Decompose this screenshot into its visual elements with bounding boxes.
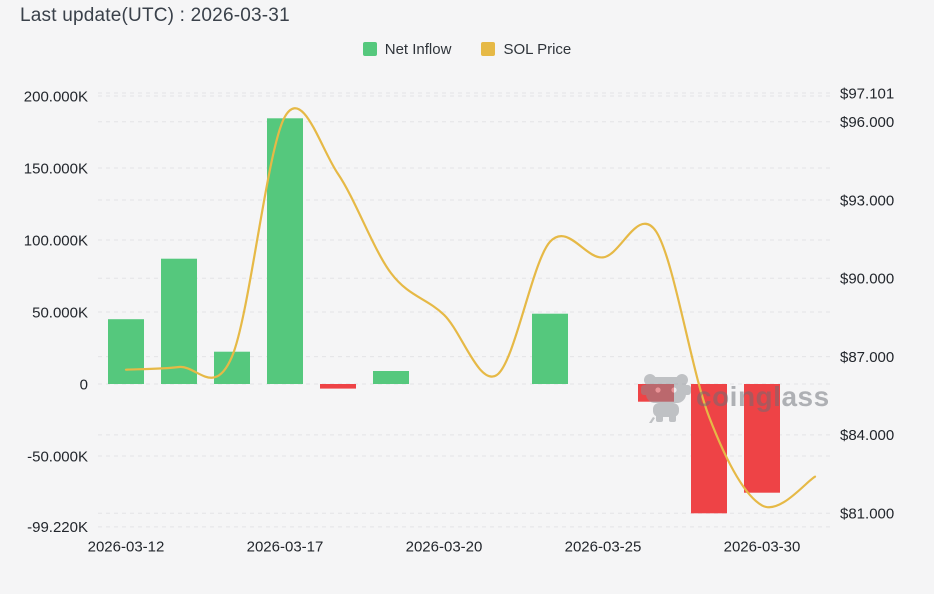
left-axis-tick-label: -99.220K — [27, 519, 88, 536]
legend-label-net-inflow: Net Inflow — [384, 40, 452, 58]
right-axis-tick-label: $84.000 — [840, 427, 894, 444]
right-axis-tick-label: $97.101 — [840, 85, 894, 102]
left-axis-tick-label: 100.000K — [24, 232, 88, 249]
x-axis-tick-label: 2026-03-17 — [247, 538, 324, 555]
last-update-title: Last update(UTC) : 2026-03-31 — [20, 5, 290, 26]
sol-price-swatch-icon — [481, 42, 496, 56]
x-axis-tick-label: 2026-03-25 — [565, 538, 642, 555]
net-inflow-bar[interactable] — [108, 319, 144, 384]
right-axis-tick-label: $90.000 — [840, 271, 894, 288]
net-inflow-bar[interactable] — [532, 313, 568, 384]
sol-price-line[interactable] — [124, 107, 817, 509]
legend-label-sol-price: SOL Price — [503, 40, 572, 58]
legend-item-sol-price[interactable]: SOL Price — [481, 41, 571, 58]
right-axis-tick-label: $96.000 — [840, 114, 894, 131]
left-axis-tick-label: -50.000K — [27, 448, 88, 465]
net-inflow-bar[interactable] — [320, 384, 356, 389]
net-inflow-bar[interactable] — [744, 384, 780, 493]
net-inflow-bar[interactable] — [161, 258, 197, 384]
left-axis-tick-label: 50.000K — [32, 304, 88, 321]
right-axis-tick-label: $93.000 — [840, 192, 894, 209]
right-axis-tick-label: $81.000 — [840, 505, 894, 522]
legend-item-net-inflow[interactable]: Net Inflow — [362, 40, 452, 58]
net-inflow-bar[interactable] — [638, 384, 674, 402]
left-axis-tick-label: 200.000K — [24, 88, 88, 105]
net-inflow-swatch-icon — [362, 42, 377, 56]
left-axis-tick-label: 0 — [80, 376, 88, 393]
chart-legend: Net Inflow SOL Price — [0, 40, 934, 58]
net-inflow-bar[interactable] — [691, 384, 727, 514]
x-axis-tick-label: 2026-03-30 — [724, 538, 801, 555]
x-axis-tick-label: 2026-03-12 — [88, 538, 165, 555]
right-axis-tick-label: $87.000 — [840, 349, 894, 366]
net-inflow-bar[interactable] — [267, 118, 303, 385]
net-inflow-bar[interactable] — [373, 371, 409, 384]
x-axis-tick-label: 2026-03-20 — [406, 538, 483, 555]
left-axis-tick-label: 150.000K — [24, 160, 88, 177]
